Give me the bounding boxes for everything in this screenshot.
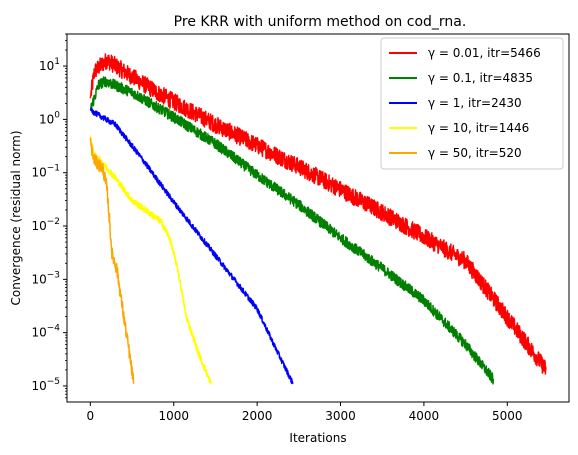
y-axis: 10−5 10−4 10−3 10−2 10−1 100 101 (31, 33, 67, 399)
y-axis-label: Convergence (residual norm) (9, 130, 23, 305)
x-tick-label: 5000 (492, 409, 523, 423)
series-line-1 (89, 76, 495, 385)
plot-frame (66, 33, 570, 403)
series-line-3 (89, 135, 212, 385)
y-tick-label: 101 (39, 57, 60, 73)
y-tick-label: 10−4 (31, 324, 60, 340)
x-tick-label: 4000 (409, 409, 440, 423)
series-line-2 (89, 107, 294, 385)
x-tick-label: 0 (87, 409, 95, 423)
y-tick-label: 10−1 (31, 164, 60, 180)
x-axis: 0 1000 2000 3000 4000 5000 (87, 402, 523, 423)
legend-entry: γ = 10, itr=1446 (428, 121, 529, 135)
legend-entry: γ = 1, itr=2430 (428, 96, 522, 110)
y-tick-label: 10−2 (31, 217, 60, 233)
x-tick-label: 3000 (325, 409, 356, 423)
legend-entry: γ = 50, itr=520 (428, 146, 522, 160)
y-tick-label: 100 (39, 110, 60, 126)
series-line-0 (89, 53, 547, 375)
plot-area (66, 33, 570, 403)
y-tick-label: 10−3 (31, 270, 60, 286)
chart-title: Pre KRR with uniform method on cod_rna. (174, 14, 467, 30)
legend-entry: γ = 0.1, itr=4835 (428, 71, 533, 85)
x-tick-label: 2000 (242, 409, 273, 423)
series-line-4 (89, 137, 135, 384)
legend-entry: γ = 0.01, itr=5466 (428, 46, 541, 60)
legend-frame (380, 37, 564, 170)
x-tick-label: 1000 (158, 409, 189, 423)
y-tick-label: 10−5 (31, 377, 60, 393)
x-axis-label: Iterations (289, 431, 346, 445)
legend: γ = 0.01, itr=5466 γ = 0.1, itr=4835 γ = 1… (380, 37, 564, 170)
series-layer (89, 53, 547, 385)
